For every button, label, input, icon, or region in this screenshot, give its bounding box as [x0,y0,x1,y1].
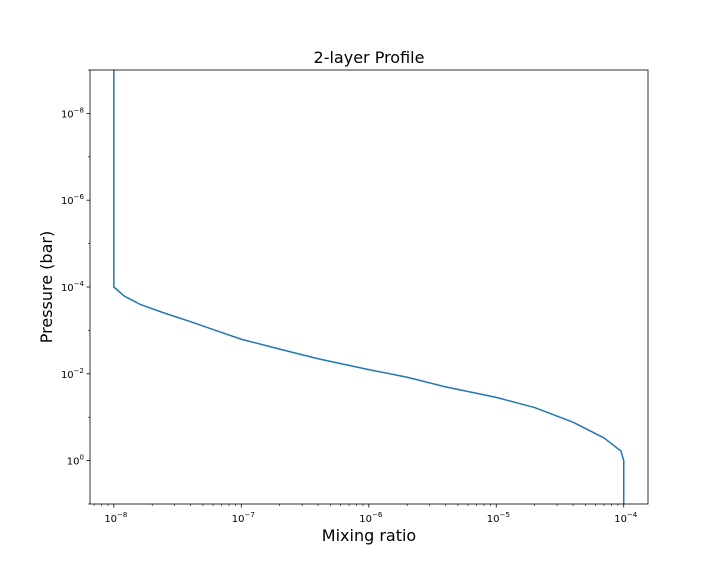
series-line-0 [113,70,625,504]
y-tick-label: 10−4 [61,280,85,294]
chart-title: 2-layer Profile [314,48,425,67]
y-tick-label: 10−6 [61,193,85,207]
x-tick-label: 10−5 [487,511,510,525]
x-tick-label: 10−4 [614,511,638,525]
y-tick-label: 10−8 [61,106,84,120]
y-tick-label: 100 [67,454,84,468]
y-axis-label: Pressure (bar) [37,231,56,343]
y-tick-label: 10−2 [61,367,84,381]
x-tick-label: 10−6 [359,511,383,525]
x-tick-label: 10−7 [232,511,255,525]
x-tick-label: 10−8 [104,511,127,525]
x-axis-label: Mixing ratio [322,526,416,545]
plot-area: 10−8 10−7 10−6 10−5 10−4 10−8 10−6 10−4 10−2 100 [61,69,649,525]
